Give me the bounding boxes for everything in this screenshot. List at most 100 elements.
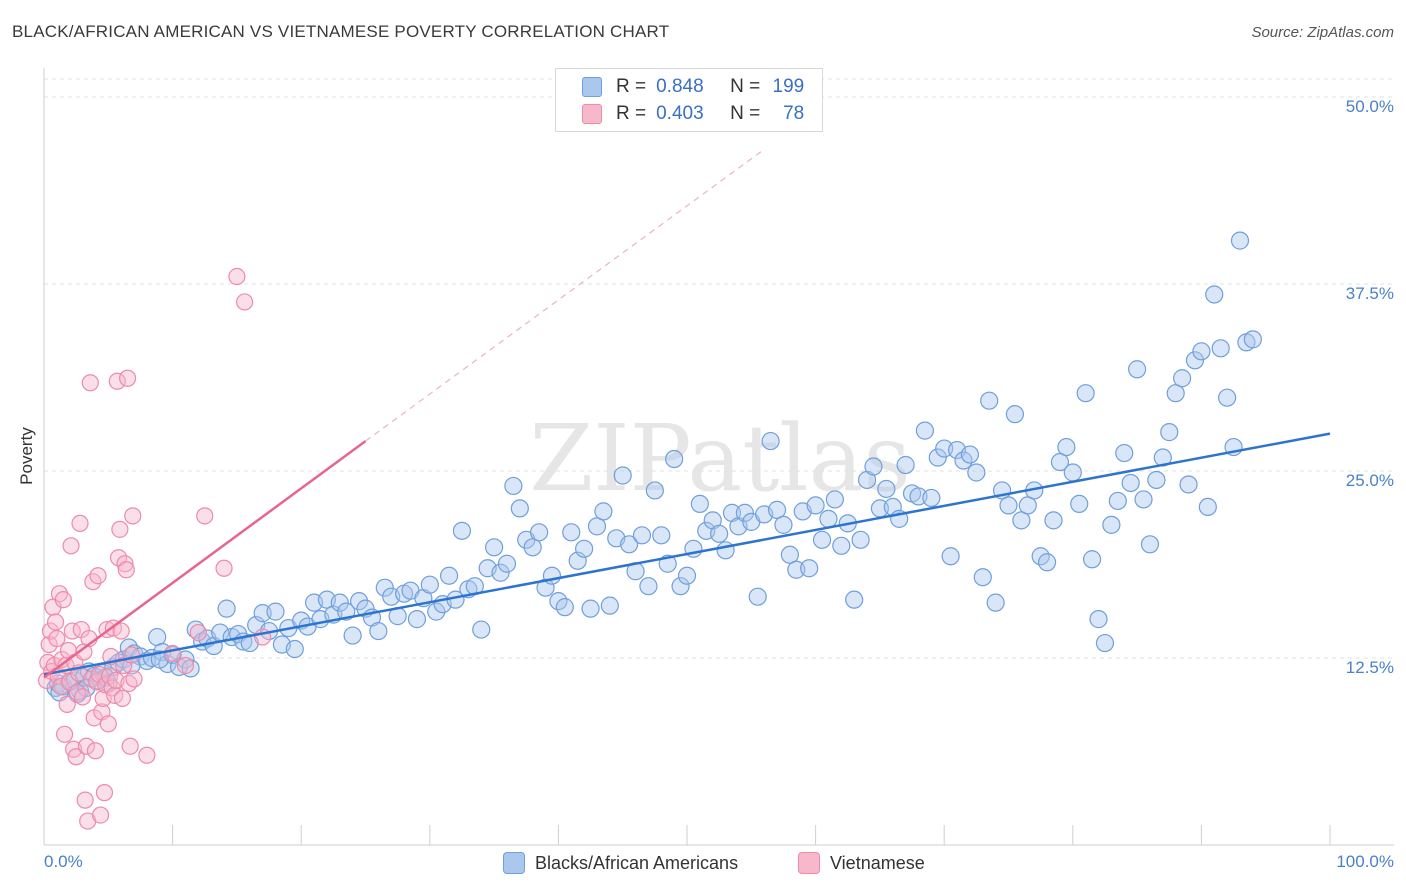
data-point-vietnamese bbox=[236, 293, 254, 311]
data-point-blacks bbox=[645, 481, 664, 500]
data-point-blacks bbox=[1063, 463, 1082, 482]
x-axis-min-label: 0.0% bbox=[44, 852, 83, 871]
data-point-blacks bbox=[960, 445, 980, 464]
data-point-vietnamese bbox=[46, 613, 65, 631]
data-point-blacks bbox=[832, 536, 851, 555]
data-point-blacks bbox=[600, 596, 619, 615]
data-point-blacks bbox=[767, 500, 787, 519]
data-point-blacks bbox=[1082, 550, 1102, 569]
data-point-vietnamese bbox=[54, 591, 72, 609]
data-point-blacks bbox=[1134, 490, 1153, 509]
data-point-blacks bbox=[1050, 452, 1070, 472]
correlation-legend: R = 0.848 N = 199 R = 0.403 N = 78 bbox=[555, 68, 823, 132]
chart-title: BLACK/AFRICAN AMERICAN VS VIETNAMESE POV… bbox=[12, 22, 670, 41]
data-point-blacks bbox=[941, 547, 960, 566]
watermark: ZIPatlas bbox=[529, 405, 910, 512]
data-point-blacks bbox=[491, 563, 510, 582]
data-point-blacks bbox=[1166, 384, 1185, 403]
data-point-vietnamese bbox=[81, 374, 99, 392]
r-value: 0.403 bbox=[656, 103, 704, 124]
data-point-vietnamese bbox=[215, 559, 233, 577]
data-point-blacks bbox=[620, 535, 639, 554]
data-point-vietnamese bbox=[99, 715, 117, 733]
data-point-blacks bbox=[1121, 473, 1140, 493]
data-point-blacks bbox=[1179, 475, 1198, 494]
data-point-blacks bbox=[240, 633, 259, 653]
data-point-vietnamese bbox=[196, 507, 214, 525]
data-point-blacks bbox=[1211, 339, 1230, 358]
data-point-blacks bbox=[1173, 369, 1192, 388]
data-point-vietnamese bbox=[77, 737, 96, 755]
data-point-vietnamese bbox=[113, 689, 132, 707]
data-point-blacks bbox=[420, 575, 439, 594]
data-point-blacks bbox=[761, 431, 780, 451]
pink-swatch-icon bbox=[582, 104, 602, 124]
data-point-blacks bbox=[1018, 496, 1037, 515]
data-point-blacks bbox=[652, 526, 671, 545]
pink-swatch-icon bbox=[798, 852, 820, 874]
data-point-blacks bbox=[677, 566, 697, 585]
data-point-blacks bbox=[176, 650, 195, 669]
data-point-vietnamese bbox=[108, 372, 126, 390]
series-legend-item-blacks: Blacks/African Americans bbox=[503, 852, 738, 874]
data-point-blacks bbox=[710, 524, 729, 543]
data-point-blacks bbox=[735, 503, 754, 522]
data-point-vietnamese bbox=[67, 748, 85, 766]
data-point-vietnamese bbox=[111, 520, 129, 538]
data-point-blacks bbox=[427, 602, 446, 621]
legend-row-blacks: R = 0.848 N = 199 bbox=[556, 74, 804, 100]
data-point-blacks bbox=[1057, 437, 1076, 457]
data-point-blacks bbox=[716, 541, 735, 560]
n-value: 78 bbox=[783, 103, 805, 124]
data-point-blacks bbox=[986, 593, 1005, 612]
series-legend-label: Blacks/African Americans bbox=[535, 852, 739, 873]
data-point-blacks bbox=[1095, 633, 1115, 653]
data-point-blacks bbox=[562, 523, 581, 542]
series-legend-label: Vietnamese bbox=[830, 852, 925, 873]
data-point-blacks bbox=[472, 620, 491, 639]
data-point-blacks bbox=[1243, 330, 1262, 349]
data-point-blacks bbox=[896, 455, 915, 475]
data-point-vietnamese bbox=[86, 742, 105, 760]
data-point-blacks bbox=[1147, 470, 1166, 490]
data-point-blacks bbox=[1160, 423, 1179, 442]
data-point-blacks bbox=[285, 639, 304, 659]
data-point-blacks bbox=[1005, 405, 1025, 424]
data-point-blacks bbox=[575, 539, 594, 558]
trend-line-vietnamese bbox=[43, 440, 367, 679]
data-point-blacks bbox=[748, 587, 767, 606]
data-point-blacks bbox=[1185, 351, 1205, 370]
data-point-blacks bbox=[150, 650, 169, 669]
data-point-blacks bbox=[504, 476, 523, 496]
data-point-blacks bbox=[555, 598, 574, 617]
data-point-blacks bbox=[825, 490, 844, 509]
data-point-blacks bbox=[1140, 535, 1160, 554]
data-point-blacks bbox=[439, 566, 459, 585]
data-point-blacks bbox=[77, 678, 96, 698]
data-point-vietnamese bbox=[164, 644, 182, 663]
data-point-blacks bbox=[581, 599, 600, 618]
data-point-blacks bbox=[217, 599, 236, 618]
data-point-blacks bbox=[806, 496, 825, 515]
data-point-blacks bbox=[812, 530, 832, 549]
data-point-blacks bbox=[594, 502, 613, 521]
data-point-blacks bbox=[915, 421, 935, 440]
data-point-blacks bbox=[1012, 511, 1031, 530]
y-tick-label: 25.0% bbox=[1345, 471, 1394, 490]
data-point-blacks bbox=[1102, 515, 1121, 534]
data-point-blacks bbox=[864, 457, 883, 476]
data-point-vietnamese bbox=[109, 549, 128, 567]
data-point-blacks bbox=[1230, 231, 1250, 250]
blue-swatch-icon bbox=[582, 77, 602, 97]
data-point-blacks bbox=[523, 538, 542, 557]
data-point-vietnamese bbox=[62, 537, 80, 555]
data-point-blacks bbox=[407, 610, 427, 629]
data-point-blacks bbox=[973, 568, 992, 587]
data-point-blacks bbox=[497, 554, 517, 573]
data-point-vietnamese bbox=[95, 784, 114, 802]
data-point-vietnamese bbox=[58, 695, 76, 713]
data-point-vietnamese bbox=[176, 656, 195, 675]
series-legend: Blacks/African Americans Vietnamese bbox=[0, 852, 1406, 878]
data-point-blacks bbox=[510, 499, 529, 518]
data-point-blacks bbox=[690, 494, 709, 514]
